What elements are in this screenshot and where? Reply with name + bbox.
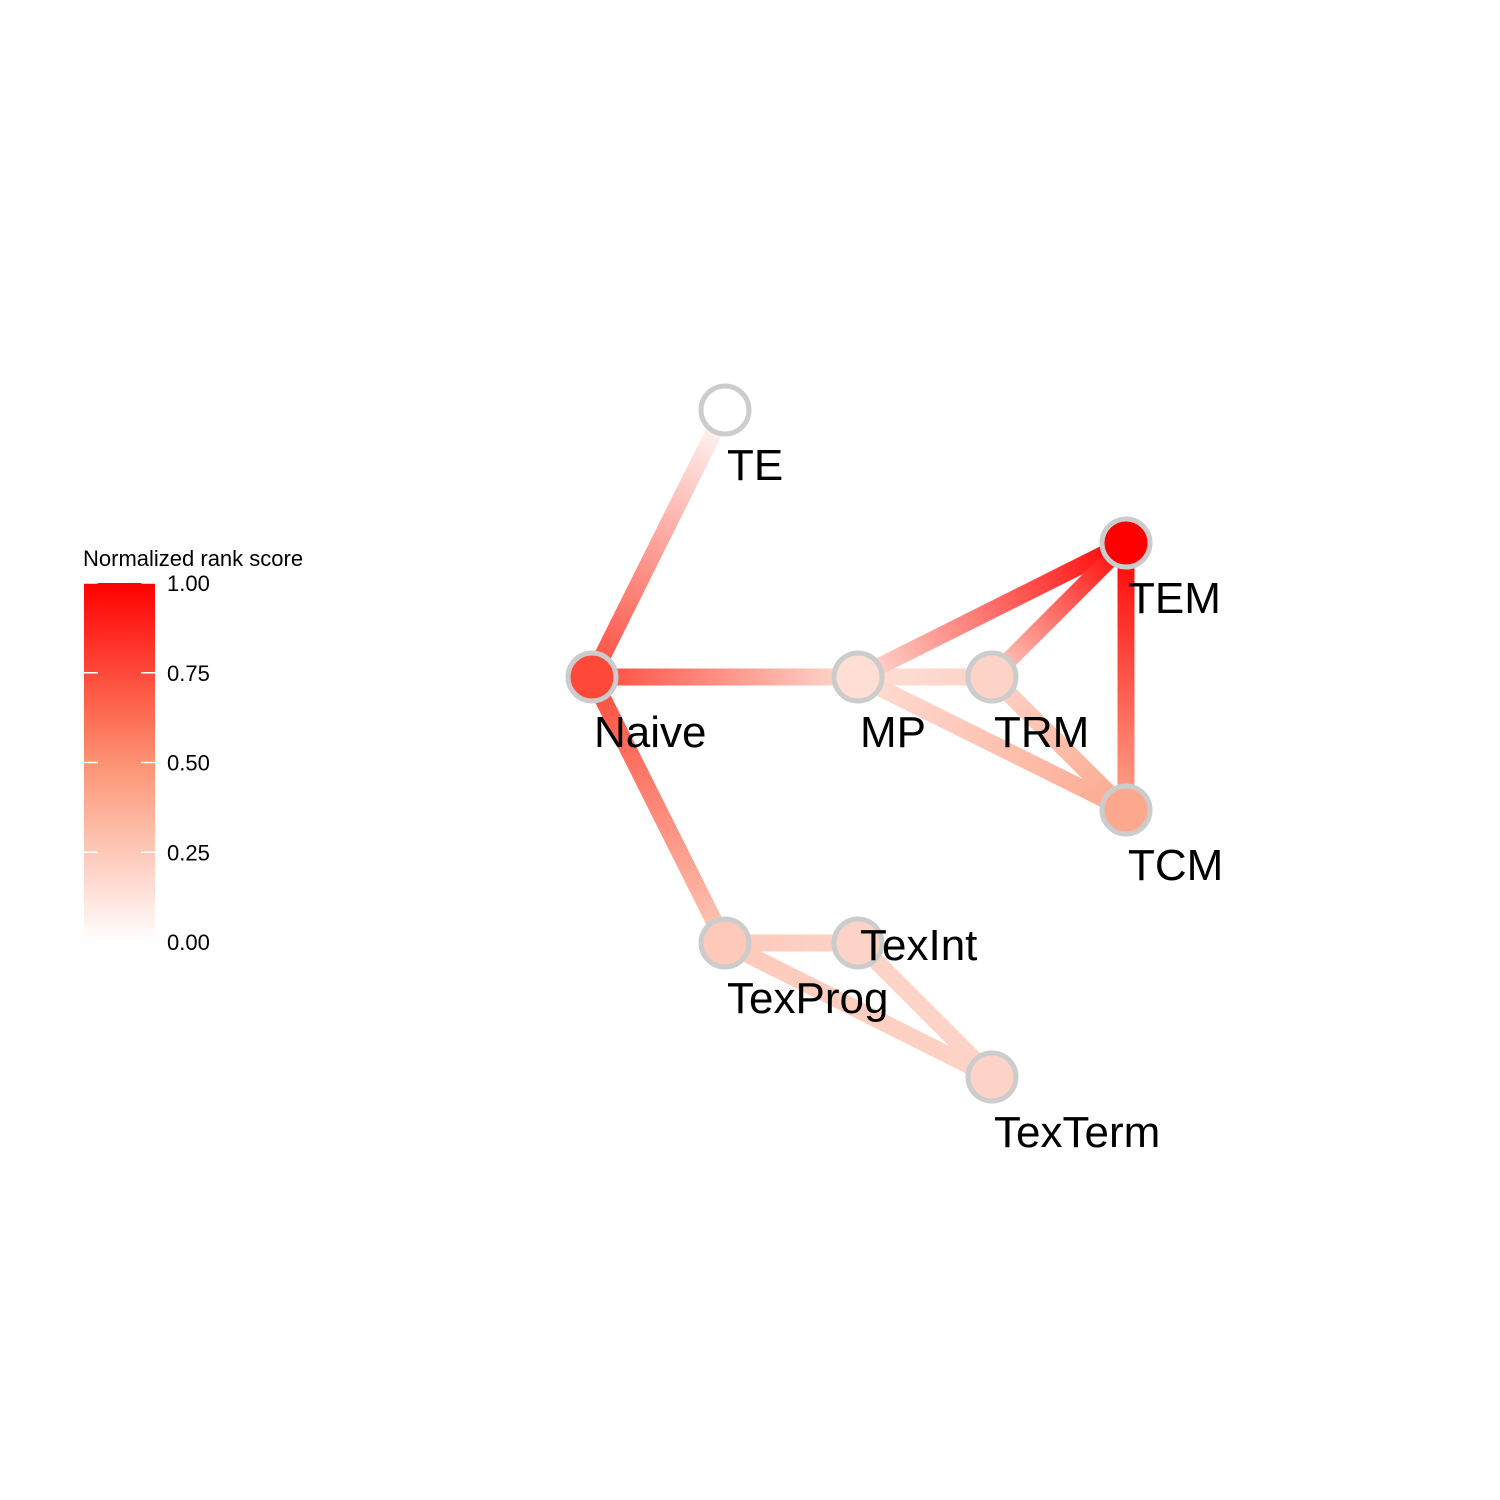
node-te: [698, 383, 752, 437]
node-texprog: [698, 916, 752, 970]
node-trm: [965, 650, 1019, 704]
edge-naive-texprog: [584, 673, 733, 947]
edge-mp-tcm: [854, 669, 1130, 818]
node-texint: [831, 916, 885, 970]
edge-naive-te: [584, 406, 733, 681]
node-naive: [565, 650, 619, 704]
legend-ticks: 1.00 0.75 0.50 0.25 0.00: [84, 571, 210, 955]
edge-trm-tcm: [986, 670, 1132, 817]
node-label-tcm: TCM: [1128, 841, 1223, 890]
legend-title: Normalized rank score: [83, 546, 303, 571]
node-texterm: [965, 1050, 1019, 1104]
node-tcm: [1099, 783, 1153, 837]
edge-trm-tem: [985, 536, 1133, 684]
legend: Normalized rank score 1.00 0.75 0.50 0.25 0.…: [83, 546, 303, 955]
edge-texprog-texterm: [721, 935, 996, 1085]
node-label-texterm: TexTerm: [994, 1108, 1160, 1157]
node-label-trm: TRM: [994, 708, 1089, 757]
node-label-tem: TEM: [1128, 574, 1221, 623]
legend-tick-label: 1.00: [167, 571, 210, 596]
edge-mp-tem: [854, 535, 1130, 685]
edge-texint-texterm: [851, 936, 999, 1084]
legend-tick-label: 0.00: [167, 930, 210, 955]
legend-tick-label: 0.50: [167, 751, 210, 776]
node-tem: [1099, 516, 1153, 570]
node-label-mp: MP: [860, 708, 926, 757]
legend-tick-label: 0.25: [167, 840, 210, 865]
node-label-naive: Naive: [594, 708, 707, 757]
nodes: [565, 383, 1153, 1104]
node-label-texint: TexInt: [860, 921, 977, 970]
node-mp: [831, 650, 885, 704]
node-label-te: TE: [727, 441, 783, 490]
node-label-texprog: TexProg: [727, 974, 888, 1023]
legend-tick-label: 0.75: [167, 661, 210, 686]
